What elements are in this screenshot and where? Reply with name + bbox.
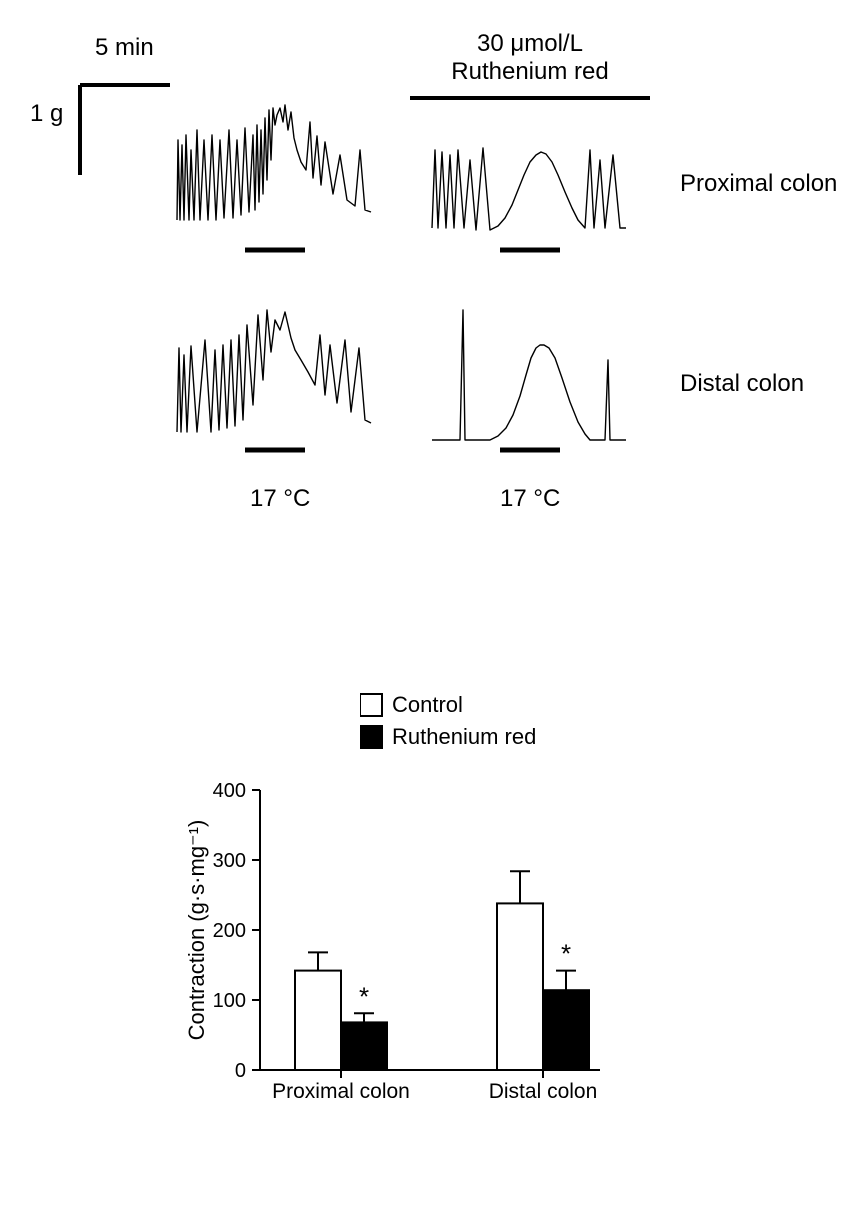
svg-text:*: * (561, 939, 571, 969)
legend-svg: Control Ruthenium red (360, 690, 620, 760)
svg-text:0: 0 (235, 1060, 246, 1082)
row-label-proximal: Proximal colon (680, 170, 837, 198)
figure-page: 5 min 1 g 30 μmol/L Ruthenium red Proxim… (0, 0, 850, 1222)
svg-text:*: * (359, 981, 369, 1011)
trace-dist-treat (430, 300, 630, 470)
treatment-header: 30 μmol/L Ruthenium red (400, 30, 660, 86)
svg-text:Distal colon: Distal colon (489, 1080, 598, 1103)
trace-svg (175, 100, 375, 270)
svg-text:Ruthenium red: Ruthenium red (392, 724, 536, 749)
stim-label-right: 17 °C (500, 485, 560, 513)
trace-svg (430, 300, 630, 470)
legend: Control Ruthenium red (360, 690, 620, 760)
svg-text:100: 100 (213, 990, 246, 1012)
treatment-header-line1: 30 μmol/L (400, 30, 660, 58)
svg-text:Control: Control (392, 692, 463, 717)
scalebar-time-label: 5 min (95, 34, 154, 62)
trace-prox-ctrl (175, 100, 375, 270)
stim-label-left: 17 °C (250, 485, 310, 513)
svg-text:200: 200 (213, 920, 246, 942)
barchart: 0 100 200 300 400Contraction (g·s·mg⁻¹) * Prox… (180, 760, 640, 1160)
svg-text:400: 400 (213, 780, 246, 802)
svg-text:Proximal colon: Proximal colon (272, 1080, 410, 1103)
scalebar-force-label: 1 g (30, 100, 63, 128)
trace-prox-treat (430, 100, 630, 270)
trace-dist-ctrl (175, 300, 375, 470)
trace-svg (430, 100, 630, 270)
barchart-svg: 0 100 200 300 400Contraction (g·s·mg⁻¹) * Prox… (180, 760, 640, 1160)
trace-svg (175, 300, 375, 470)
svg-text:Contraction (g·s·mg⁻¹): Contraction (g·s·mg⁻¹) (184, 820, 209, 1041)
treatment-header-line2: Ruthenium red (400, 58, 660, 86)
svg-text:300: 300 (213, 850, 246, 872)
row-label-distal: Distal colon (680, 370, 804, 398)
